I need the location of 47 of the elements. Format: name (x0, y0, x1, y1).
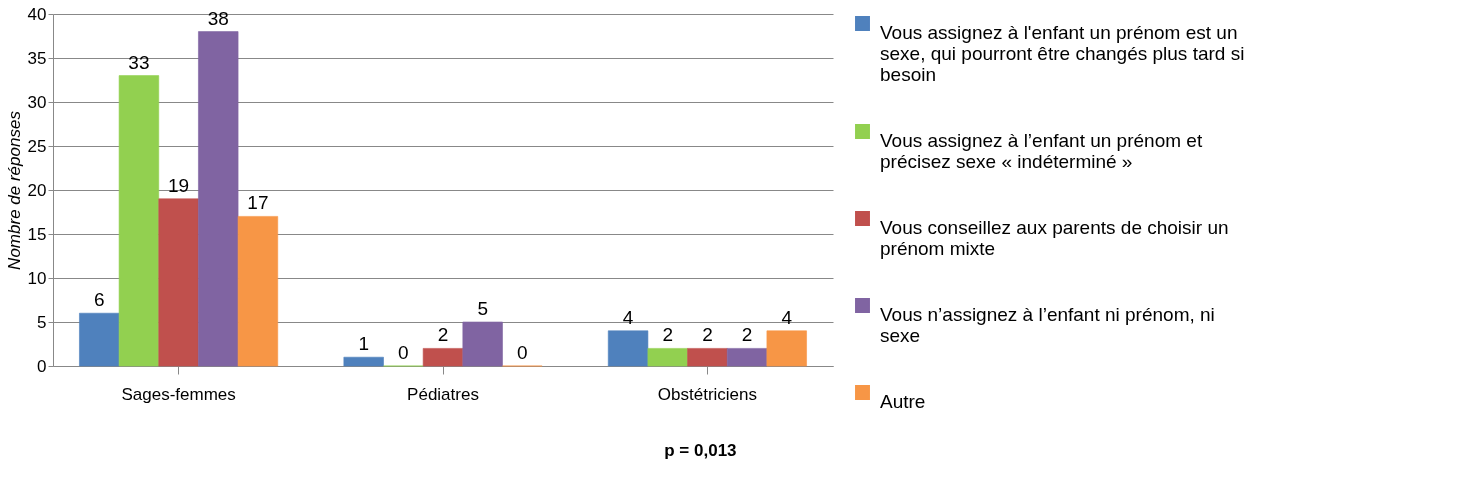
bar (198, 31, 239, 367)
y-tick-label: 35 (27, 48, 47, 68)
bar (726, 348, 768, 367)
data-label: 0 (398, 342, 409, 363)
y-axis-title: Nombre de réponses (4, 110, 24, 270)
data-label: 4 (781, 306, 793, 328)
y-tick-label: 25 (27, 136, 47, 156)
data-label: 5 (477, 298, 488, 319)
data-label: 33 (128, 51, 150, 73)
x-tick-label: Pédiatres (407, 384, 479, 404)
data-label: 0 (517, 342, 528, 363)
data-label: 17 (247, 192, 269, 214)
bar (766, 330, 807, 367)
x-tick-label: Sages-femmes (121, 384, 236, 404)
data-label: 4 (622, 306, 634, 328)
y-tick-label: 10 (27, 268, 47, 288)
legend-label: Vous n’assignez à l’enfant ni prénom, ni sexe (880, 303, 1215, 346)
y-tick-label: 15 (27, 224, 47, 244)
data-label: 2 (741, 324, 753, 346)
y-tick-label: 40 (27, 4, 47, 24)
legend-label: Autre (880, 390, 926, 412)
legend-label: Vous assignez à l'enfant un prénom est un sexe, qui pourront être changés plus tard si besoin (880, 21, 1245, 85)
x-tick-label: Obstétriciens (657, 384, 758, 404)
legend-label: Vous conseillez aux parents de choisir un prénom mixte (880, 216, 1229, 259)
bar (607, 330, 649, 367)
y-tick-label: 30 (27, 92, 47, 112)
y-tick-label: 20 (27, 180, 47, 200)
data-label: 19 (168, 174, 190, 196)
y-tick-label: 0 (37, 356, 47, 376)
bar (118, 75, 160, 367)
data-label: 6 (93, 289, 105, 311)
bar (687, 348, 728, 367)
data-label: 2 (662, 324, 674, 346)
text: p = 0,013 (664, 441, 737, 460)
bar (422, 348, 464, 367)
y-tick-label: 5 (37, 312, 47, 332)
bar (237, 216, 279, 367)
bar (647, 348, 688, 367)
data-label: 2 (702, 324, 713, 346)
bar (79, 312, 120, 367)
bar (158, 198, 199, 367)
data-label: 1 (358, 333, 369, 355)
data-label: 38 (207, 7, 229, 29)
legend-label: Vous assignez à l’enfant un prénom et précisez sexe « indéterminé » (880, 129, 1203, 172)
bar (343, 356, 384, 367)
data-label: 2 (437, 324, 449, 346)
bar (462, 321, 503, 367)
